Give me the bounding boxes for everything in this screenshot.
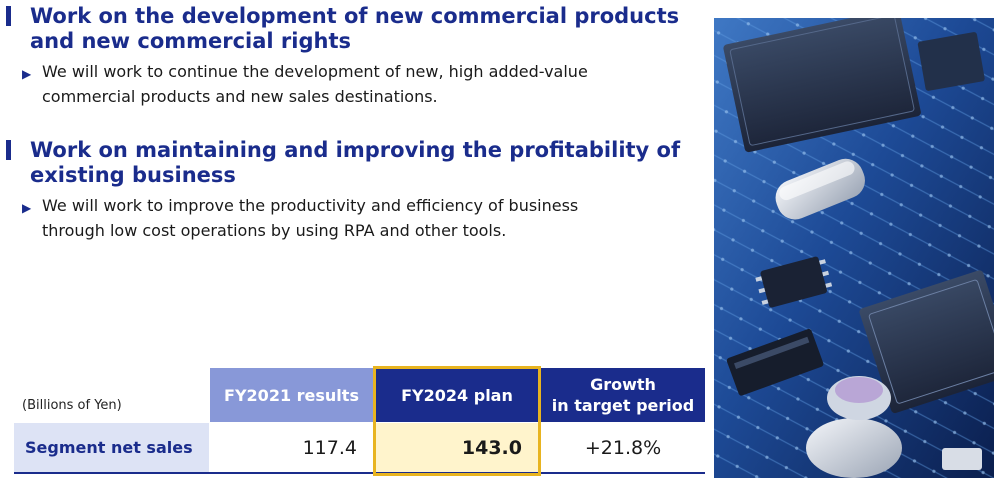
section-heading: Work on the development of new commercia… [6,4,696,54]
circuit-board-photo [714,18,994,478]
cell-fy2021-value: 117.4 [302,436,357,459]
units-note: (Billions of Yen) [22,398,122,413]
cell-fy2024-value: 143.0 [374,423,540,472]
heading-line: existing business [30,163,236,187]
bullet-item: ▶ We will work to improve the productivi… [6,193,696,243]
heading-line: and new commercial rights [30,29,352,53]
row-label-segment-net-sales: Segment net sales [14,423,209,472]
triangle-bullet-icon: ▶ [22,201,32,215]
triangle-bullet-icon: ▶ [22,67,32,81]
table-header-growth: Growth in target period [541,368,705,422]
bullet-line: We will work to continue the development… [42,62,588,81]
table-header-fy2021: FY2021 results [210,368,373,422]
section-new-products: Work on the development of new commercia… [6,4,696,109]
header-line: Growth [590,375,656,394]
bullet-line: commercial products and new sales destin… [42,87,438,106]
heading-bar [6,6,11,26]
header-line: in target period [551,396,695,415]
table-header-fy2024: FY2024 plan [374,368,540,422]
heading-line: Work on the development of new commercia… [30,4,680,28]
section-heading: Work on maintaining and improving the pr… [6,138,696,188]
section-profitability: Work on maintaining and improving the pr… [6,138,696,243]
bullet-line: through low cost operations by using RPA… [42,221,507,240]
heading-line: Work on maintaining and improving the pr… [30,138,681,162]
cell-growth-value: +21.8% [584,436,662,459]
fy2024-highlight-frame [373,366,541,476]
heading-bar [6,140,11,160]
bullet-item: ▶ We will work to continue the developme… [6,59,696,109]
table-bottom-rule [14,472,705,474]
bullet-line: We will work to improve the productivity… [42,196,579,215]
